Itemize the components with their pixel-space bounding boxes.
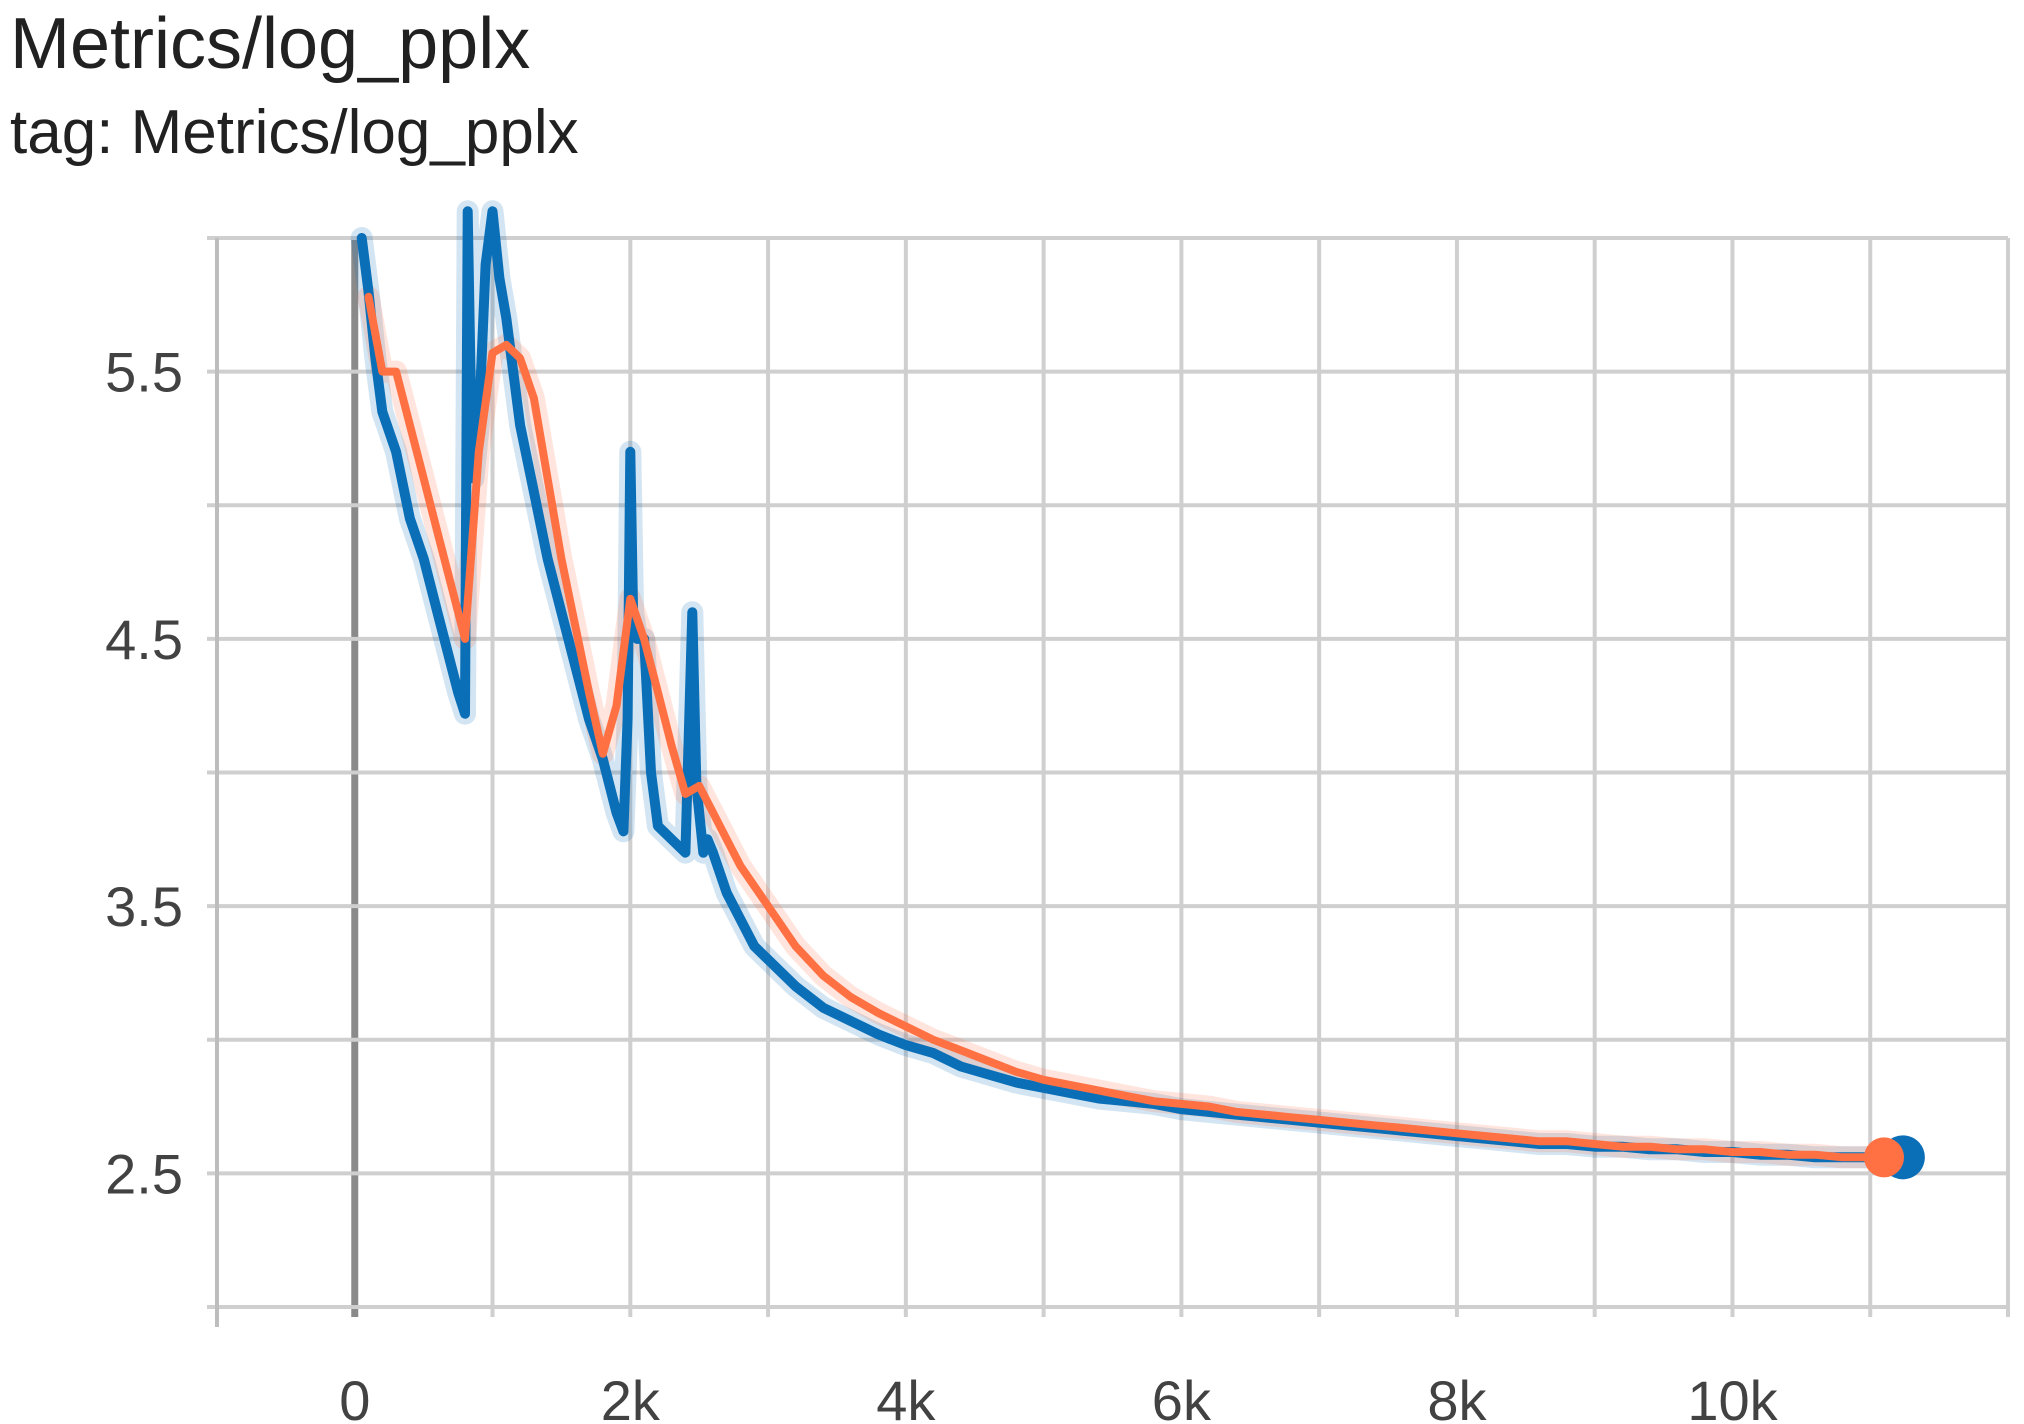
y-tick-label: 5.5: [105, 341, 183, 404]
y-tick-label: 2.5: [105, 1142, 183, 1205]
grid-layer: [207, 236, 2010, 1327]
x-tick-label: 8k: [1427, 1369, 1487, 1424]
x-tick-label: 4k: [876, 1369, 936, 1424]
axis-layer: 0 2k 4k 6k 8k 10k 2.5 3.5 4.5 5.5: [105, 341, 1778, 1424]
y-tick-label: 4.5: [105, 608, 183, 671]
series-1-line: [364, 292, 1888, 1162]
x-tick-label: 6k: [1152, 1369, 1212, 1424]
series-layer: [356, 206, 1925, 1180]
chart-subtitle: tag: Metrics/log_pplx: [10, 98, 579, 167]
chart-title: Metrics/log_pplx: [10, 4, 531, 84]
series-1-end-marker: [1864, 1137, 1905, 1178]
x-tick-label: 2k: [601, 1369, 661, 1424]
x-tick-label: 0: [339, 1369, 370, 1424]
y-tick-label: 3.5: [105, 875, 183, 938]
x-tick-label: 10k: [1687, 1369, 1778, 1424]
